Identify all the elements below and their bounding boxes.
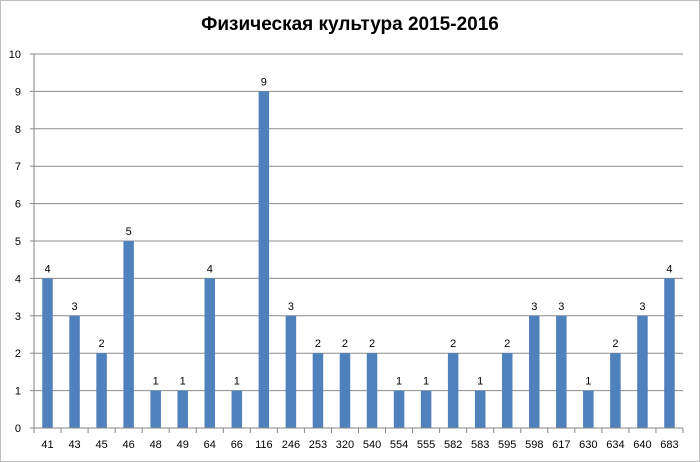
y-tick-label: 1 [15,386,21,398]
bar [150,390,161,428]
x-tick-label: 43 [68,439,80,451]
bar [258,91,270,429]
data-label: 1 [477,376,483,388]
bar [312,353,324,428]
x-tick-label: 595 [498,439,516,451]
x-tick-label: 66 [231,439,243,451]
x-tick-label: 41 [41,439,53,451]
y-axis-ticks: 0 1 2 3 4 5 6 7 8 9 10 [9,49,34,435]
bar [69,315,80,428]
data-label: 2 [369,338,375,350]
data-label: 2 [612,338,618,350]
x-tick-label: 45 [95,439,107,451]
data-label: 3 [639,301,645,313]
y-tick-label: 5 [15,236,21,248]
bars [42,91,675,429]
data-label: 4 [207,263,213,275]
data-label: 3 [72,301,78,313]
chart-title: Физическая культура 2015-2016 [201,14,499,35]
bar [285,315,297,428]
data-label: 2 [450,338,456,350]
y-tick-label: 2 [15,348,21,360]
axes [33,54,683,429]
data-label: 5 [126,226,132,238]
x-tick-label: 582 [444,439,462,451]
bar [393,390,405,428]
bar [447,353,459,428]
x-tick-label: 246 [282,439,300,451]
data-label: 2 [342,338,348,350]
x-tick-label: 49 [177,439,189,451]
data-label: 3 [531,301,537,313]
bar [610,353,621,428]
bar [501,353,513,428]
y-tick-label: 0 [15,423,21,435]
x-tick-label: 583 [471,439,489,451]
x-tick-label: 540 [363,439,381,451]
data-label: 3 [288,301,294,313]
bar [420,390,432,428]
data-label: 1 [585,376,591,388]
x-tick-label: 640 [633,439,651,451]
data-label: 1 [423,376,429,388]
data-label: 1 [396,376,402,388]
y-tick-label: 6 [15,199,21,211]
data-labels: 4 3 2 5 1 1 4 1 9 3 2 2 2 1 1 2 1 2 3 3 1 2 3 4 [44,76,672,387]
x-tick-label: 116 [255,439,273,451]
bar [177,390,188,428]
data-label: 4 [666,263,672,275]
bar [529,315,540,428]
data-label: 3 [558,301,564,313]
x-tick-label: 253 [309,439,327,451]
y-tick-label: 3 [15,311,21,323]
bar [637,315,648,428]
data-label: 1 [180,376,186,388]
y-tick-label: 4 [15,273,21,285]
bar [339,353,351,428]
bar [96,353,107,428]
x-tick-label: 554 [390,439,408,451]
bar [583,390,594,428]
bar [664,278,675,428]
bar [556,315,567,428]
x-tick-label: 555 [417,439,435,451]
bar [474,390,486,428]
y-tick-label: 7 [15,161,21,173]
x-tick-label: 683 [660,439,678,451]
data-label: 2 [315,338,321,350]
data-label: 4 [44,263,50,275]
y-tick-label: 9 [15,86,21,98]
bar [366,353,378,428]
x-axis-ticks: 41 43 45 46 48 49 64 66 116 246 253 320 540 554 555 582… [33,428,684,451]
x-tick-label: 617 [552,439,570,451]
x-tick-label: 46 [123,439,135,451]
data-label: 2 [99,338,105,350]
x-tick-label: 630 [579,439,597,451]
bar [123,241,134,428]
x-tick-label: 48 [150,439,162,451]
data-label: 9 [261,76,267,88]
data-label: 2 [504,338,510,350]
x-tick-label: 320 [336,439,354,451]
data-label: 1 [153,376,159,388]
x-tick-label: 598 [525,439,543,451]
gridlines [34,53,683,392]
x-tick-label: 634 [606,439,624,451]
y-tick-label: 10 [9,49,21,61]
bar [42,278,53,428]
bar [204,278,216,428]
data-label: 1 [234,376,240,388]
x-tick-label: 64 [204,439,216,451]
bar [231,390,243,428]
y-tick-label: 8 [15,124,21,136]
